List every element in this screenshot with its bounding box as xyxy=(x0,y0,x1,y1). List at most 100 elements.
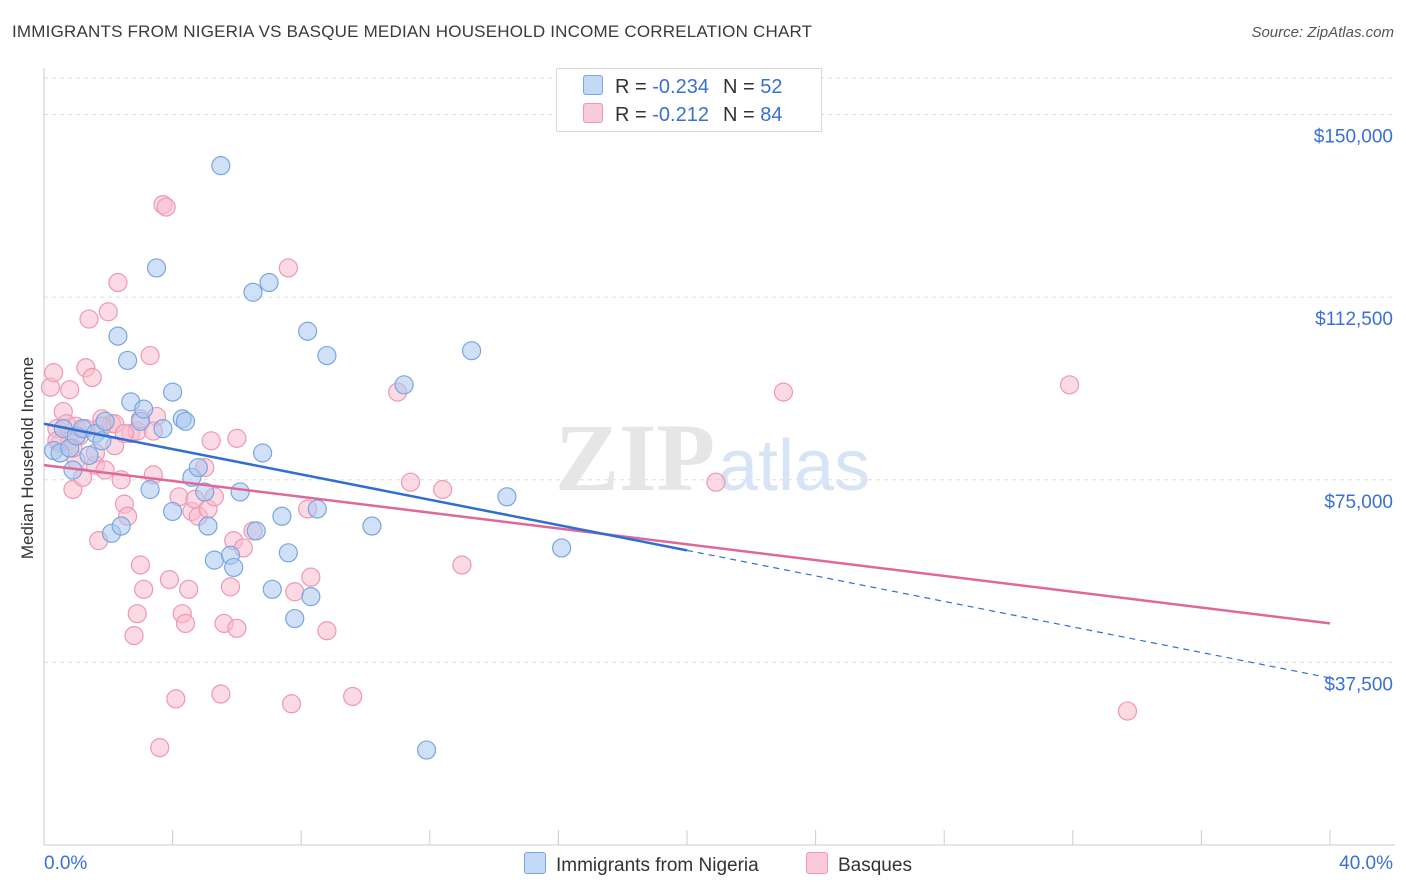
basque-point xyxy=(175,613,196,634)
nigeria-point xyxy=(552,538,572,558)
basque-point xyxy=(706,472,726,492)
basque-point xyxy=(130,555,151,575)
x-tick-label: 0.0% xyxy=(44,853,87,874)
legend-r-label: R = xyxy=(615,76,647,98)
basque-point xyxy=(1059,375,1080,395)
basque-point xyxy=(166,689,186,709)
nigeria-point xyxy=(117,350,138,371)
basque-point xyxy=(124,625,144,646)
nigeria-point xyxy=(262,579,282,599)
nigeria-point xyxy=(230,482,250,502)
axes xyxy=(43,68,1395,846)
basque-point xyxy=(127,604,147,624)
bottom-legend-nigeria[interactable]: Immigrants from Nigeria xyxy=(524,852,759,877)
y-tick-label: $75,000 xyxy=(1324,492,1393,513)
nigeria-point xyxy=(259,272,279,293)
bottom-legend-basques[interactable]: Basques xyxy=(806,852,912,877)
nigeria-point xyxy=(285,608,305,629)
nigeria-point xyxy=(317,345,337,366)
basque-point xyxy=(60,380,80,400)
nigeria-point xyxy=(307,499,327,519)
basque-point xyxy=(1117,701,1138,721)
basque-point xyxy=(201,431,221,451)
nigeria-point xyxy=(416,740,437,760)
basque-point xyxy=(278,258,298,278)
legend-row-basques: R = -0.212 N = 84 xyxy=(583,103,782,127)
y-axis-label: Median Household Income xyxy=(18,356,37,560)
nigeria-point xyxy=(153,419,173,439)
basque-point xyxy=(134,579,154,599)
nigeria-trend-line xyxy=(43,422,688,552)
nigeria-point xyxy=(163,501,183,522)
tick-labels: $37,500 $75,000 $112,500 $150,000 0.0% 40.0% xyxy=(44,127,1393,874)
nigeria-point xyxy=(195,482,215,502)
nigeria-point xyxy=(246,521,266,541)
nigeria-point xyxy=(253,443,273,463)
basque-point xyxy=(227,618,247,638)
basque-point xyxy=(82,367,102,388)
nigeria-point xyxy=(362,516,382,536)
legend-row-nigeria: R = -0.234 N = 52 xyxy=(583,75,782,99)
basque-point xyxy=(211,684,231,704)
nigeria-point xyxy=(243,282,263,302)
basque-point xyxy=(433,479,453,500)
nigeria-point xyxy=(272,506,292,526)
basques-swatch xyxy=(806,852,828,874)
basque-point xyxy=(317,621,337,641)
nigeria-point xyxy=(108,326,128,346)
basque-point xyxy=(227,428,247,448)
basque-point xyxy=(98,302,118,322)
y-tick-label: $37,500 xyxy=(1324,674,1393,695)
nigeria-point xyxy=(146,258,167,278)
watermark-atlas: atlas xyxy=(718,426,870,506)
y-tick-label: $150,000 xyxy=(1314,127,1393,148)
basque-point xyxy=(773,382,794,402)
legend-n-value: 52 xyxy=(760,76,783,98)
nigeria-point xyxy=(111,516,131,536)
legend-label-nigeria: Immigrants from Nigeria xyxy=(556,855,759,876)
basque-point xyxy=(179,579,199,599)
nigeria-point xyxy=(134,399,154,419)
nigeria-point xyxy=(204,550,224,570)
basque-point xyxy=(285,582,305,602)
legend-label-basques: Basques xyxy=(838,855,912,876)
nigeria-point xyxy=(394,375,414,395)
legend-n-label: N = xyxy=(722,76,755,98)
basque-point xyxy=(452,555,472,575)
legend-n-label: N = xyxy=(722,104,755,126)
correlation-legend: R = -0.234 N = 52 R = -0.212 N = 84 xyxy=(556,68,822,132)
basque-point xyxy=(44,363,64,383)
nigeria-point xyxy=(211,156,231,176)
nigeria-point xyxy=(79,445,99,466)
nigeria-point xyxy=(140,479,160,500)
nigeria-trend-extension xyxy=(686,549,1331,679)
basques-swatch xyxy=(583,103,603,123)
nigeria-swatch xyxy=(524,852,546,874)
series-nigeria xyxy=(44,156,572,760)
chart-title: IMMIGRANTS FROM NIGERIA VS BASQUE MEDIAN… xyxy=(12,22,813,41)
basque-point xyxy=(400,472,421,492)
watermark-zip: ZIP xyxy=(555,404,715,511)
legend-r-label: R = xyxy=(615,104,647,126)
basque-point xyxy=(150,738,170,758)
nigeria-point xyxy=(198,516,218,536)
nigeria-point xyxy=(95,411,115,431)
nigeria-point xyxy=(175,411,196,431)
legend-r-value: -0.234 xyxy=(652,76,709,98)
nigeria-point xyxy=(301,587,321,607)
trend-lines xyxy=(43,422,1331,679)
basque-point xyxy=(95,460,115,480)
source-note: Source: ZipAtlas.com xyxy=(1251,24,1394,41)
nigeria-point xyxy=(497,487,517,507)
nigeria-swatch xyxy=(583,75,603,95)
basque-point xyxy=(343,686,363,707)
y-tick-label: $112,500 xyxy=(1315,309,1393,330)
basque-trend-line xyxy=(43,463,1331,625)
basque-point xyxy=(140,345,160,366)
nigeria-point xyxy=(278,543,298,563)
basque-point xyxy=(79,309,99,329)
basque-point xyxy=(301,567,321,587)
nigeria-point xyxy=(298,321,318,341)
x-tick-label: 40.0% xyxy=(1339,853,1393,874)
